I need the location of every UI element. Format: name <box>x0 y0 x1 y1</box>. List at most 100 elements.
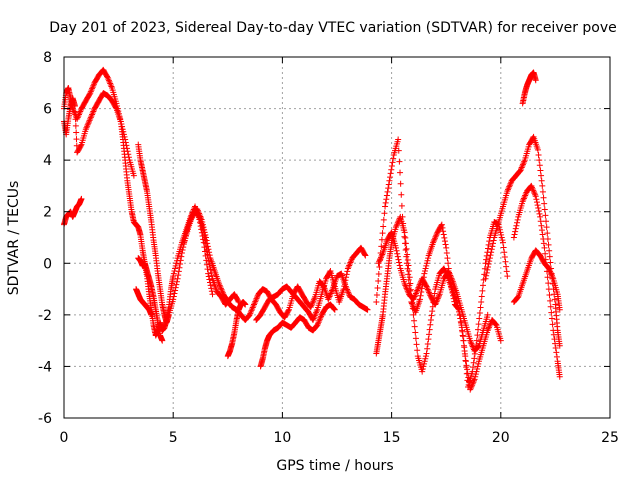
data-point <box>541 244 548 251</box>
plot-markers <box>61 66 563 393</box>
data-point <box>343 274 350 281</box>
data-point <box>395 256 402 263</box>
data-point <box>441 234 448 241</box>
data-point <box>180 244 187 251</box>
data-point <box>468 340 475 347</box>
data-point <box>410 296 417 303</box>
data-point <box>396 262 403 269</box>
data-point <box>434 297 441 304</box>
data-point <box>330 305 337 312</box>
data-point <box>394 253 401 260</box>
data-point <box>313 309 320 316</box>
data-point <box>90 107 97 114</box>
data-point <box>472 373 479 380</box>
data-point <box>385 181 392 188</box>
data-point <box>438 221 445 228</box>
data-point <box>521 158 528 165</box>
data-point <box>311 312 318 319</box>
data-point <box>519 198 526 205</box>
data-point <box>532 77 539 84</box>
data-point <box>405 276 412 283</box>
data-point <box>348 258 355 265</box>
data-point <box>377 254 384 261</box>
data-point <box>413 289 420 296</box>
data-point <box>425 287 432 294</box>
data-point <box>313 308 320 315</box>
data-point <box>341 280 348 287</box>
data-point <box>538 222 545 229</box>
data-point <box>484 311 491 318</box>
data-point <box>506 183 513 190</box>
data-point <box>543 218 550 225</box>
y-tick-label: 4 <box>43 153 52 169</box>
data-point <box>314 322 321 329</box>
data-point <box>541 206 548 213</box>
data-point <box>546 291 553 298</box>
y-tick-label: 2 <box>43 205 52 221</box>
data-point <box>485 325 492 332</box>
data-point <box>216 280 223 287</box>
data-point <box>345 289 352 296</box>
data-point <box>456 312 463 319</box>
data-point <box>503 263 510 270</box>
data-point <box>422 282 429 289</box>
data-point <box>518 165 525 172</box>
data-point <box>460 337 467 344</box>
data-point <box>556 373 563 380</box>
data-point <box>504 188 511 195</box>
series-track-7 <box>181 206 371 324</box>
data-point <box>205 270 212 277</box>
data-point <box>85 118 92 125</box>
data-point <box>539 182 546 189</box>
y-tick-label: 0 <box>43 256 52 272</box>
data-point <box>173 278 180 285</box>
data-point <box>424 340 431 347</box>
data-point <box>428 312 435 319</box>
data-point <box>422 353 429 360</box>
data-point <box>170 273 177 280</box>
data-point <box>375 270 382 277</box>
data-point <box>252 298 259 305</box>
data-point <box>422 265 429 272</box>
data-point <box>517 167 524 174</box>
data-point <box>441 266 448 273</box>
data-point <box>485 324 492 331</box>
data-point <box>178 249 185 256</box>
data-point <box>485 245 492 252</box>
data-point <box>197 213 204 220</box>
data-point <box>247 310 254 317</box>
data-point <box>130 172 137 179</box>
data-point <box>539 188 546 195</box>
data-point <box>482 260 489 267</box>
data-point <box>312 311 319 318</box>
data-point <box>194 206 201 213</box>
data-point <box>470 377 477 384</box>
data-point <box>342 277 349 284</box>
data-point <box>375 260 382 267</box>
data-point <box>108 83 115 90</box>
data-point <box>500 244 507 251</box>
data-point <box>513 222 520 229</box>
data-point <box>404 286 411 293</box>
data-point <box>73 129 80 136</box>
data-point <box>512 228 519 235</box>
data-point <box>501 249 508 256</box>
data-point <box>380 216 387 223</box>
data-point <box>341 283 348 290</box>
data-point <box>207 282 214 289</box>
data-point <box>402 240 409 247</box>
data-point <box>522 192 529 199</box>
series-track-10 <box>257 301 338 370</box>
data-point <box>383 192 390 199</box>
data-point <box>545 286 552 293</box>
data-point <box>197 214 204 221</box>
data-point <box>77 107 84 114</box>
data-point <box>402 283 409 290</box>
data-point <box>395 136 402 143</box>
data-point <box>487 252 494 259</box>
data-point <box>347 259 354 266</box>
data-point <box>476 315 483 322</box>
grid-lines <box>64 57 610 418</box>
data-point <box>470 379 477 386</box>
data-point <box>311 295 318 302</box>
